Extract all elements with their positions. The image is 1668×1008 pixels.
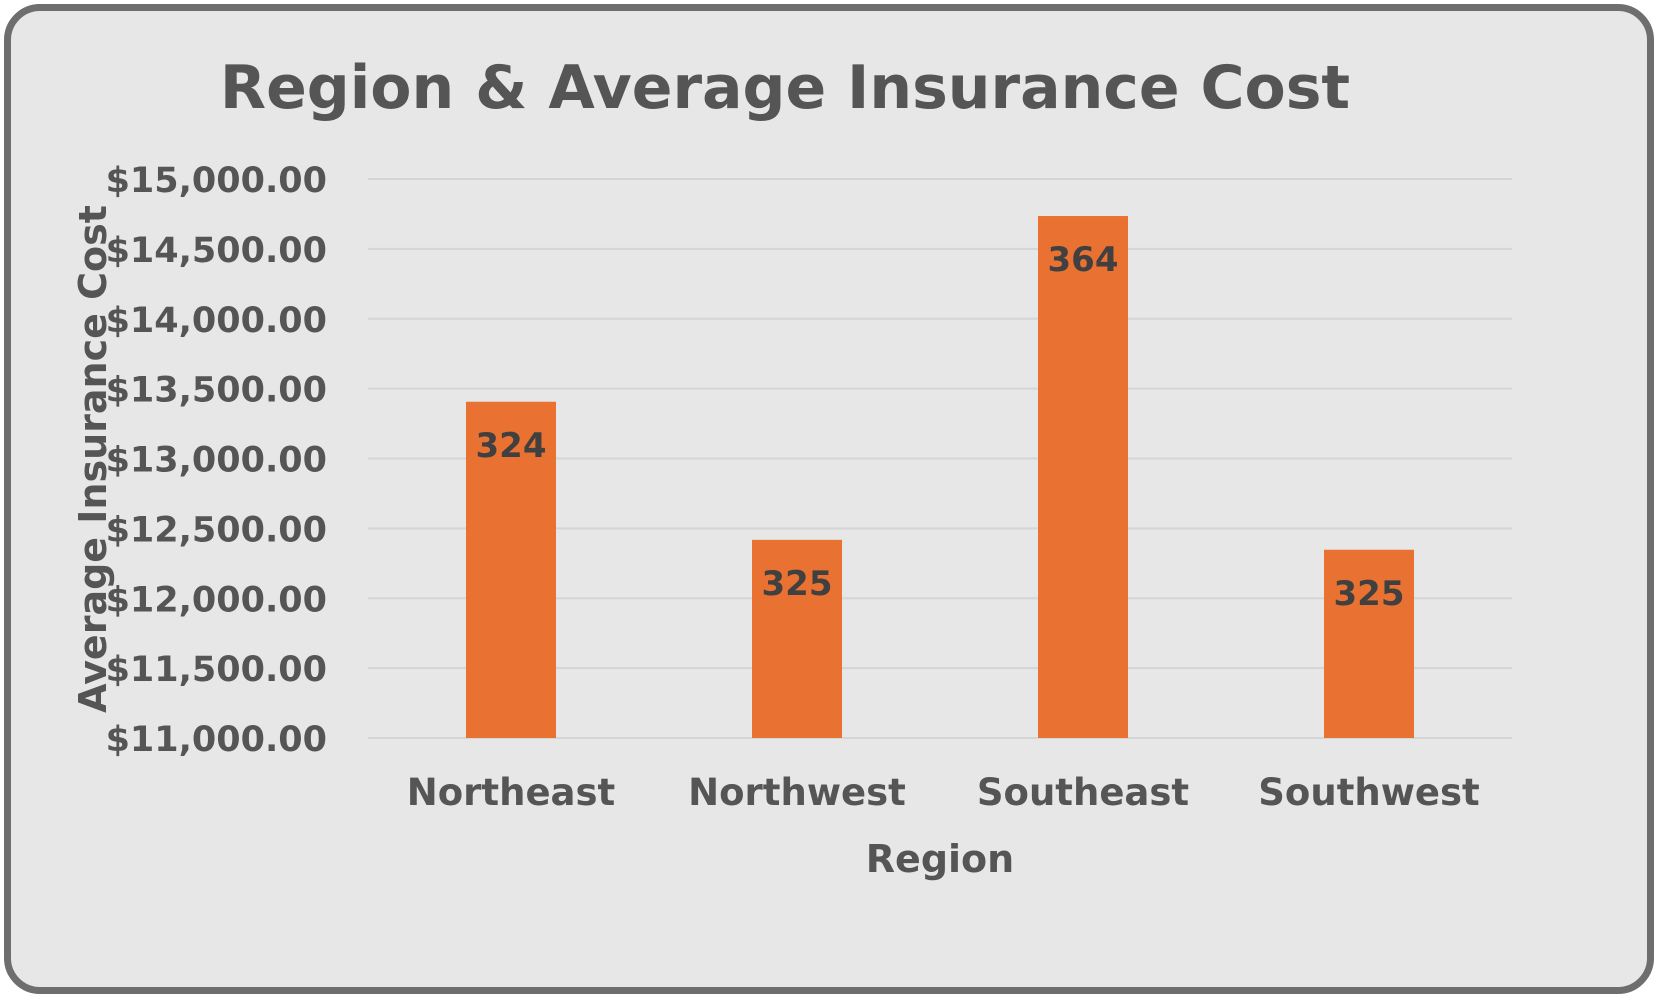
- bar-northwest: [752, 539, 842, 738]
- y-tick-label: $12,500.00: [106, 510, 327, 550]
- x-tick-label-southeast: Southeast: [977, 771, 1189, 814]
- x-tick-label-southwest: Southwest: [1258, 771, 1479, 814]
- bar-northeast: [466, 401, 556, 738]
- data-label-northeast: 324: [476, 426, 547, 466]
- bar-southeast: [1038, 216, 1128, 738]
- y-axis-title: Average Insurance Cost: [71, 205, 115, 713]
- y-tick-label: $12,000.00: [106, 580, 327, 620]
- x-tick-label-northeast: Northeast: [407, 771, 615, 814]
- x-axis-ticks: Northeast Northwest Southeast Southwest: [407, 771, 1480, 814]
- bar-chart: Region & Average Insurance Cost $11,000.…: [71, 53, 1512, 881]
- y-tick-label: $11,000.00: [106, 720, 327, 760]
- y-tick-label: $13,000.00: [106, 441, 327, 481]
- data-labels: 324 325 364 325: [476, 240, 1405, 614]
- x-axis-title: Region: [866, 837, 1014, 881]
- y-axis-ticks: $11,000.00 $11,500.00 $12,000.00 $12,500.00…: [106, 161, 327, 760]
- y-tick-label: $11,500.00: [106, 650, 327, 690]
- data-label-southeast: 364: [1048, 240, 1119, 280]
- chart-title: Region & Average Insurance Cost: [220, 53, 1350, 123]
- data-label-northwest: 325: [762, 564, 833, 604]
- y-tick-label: $13,500.00: [106, 371, 327, 411]
- y-tick-label: $14,000.00: [106, 301, 327, 341]
- x-tick-label-northwest: Northwest: [688, 771, 906, 814]
- y-tick-label: $14,500.00: [106, 231, 327, 271]
- y-tick-label: $15,000.00: [106, 161, 327, 201]
- bars: [466, 216, 1414, 738]
- gridlines: [368, 178, 1512, 739]
- chart-card: Region & Average Insurance Cost $11,000.…: [4, 4, 1654, 994]
- bar-southwest: [1324, 549, 1414, 738]
- data-label-southwest: 325: [1334, 574, 1405, 614]
